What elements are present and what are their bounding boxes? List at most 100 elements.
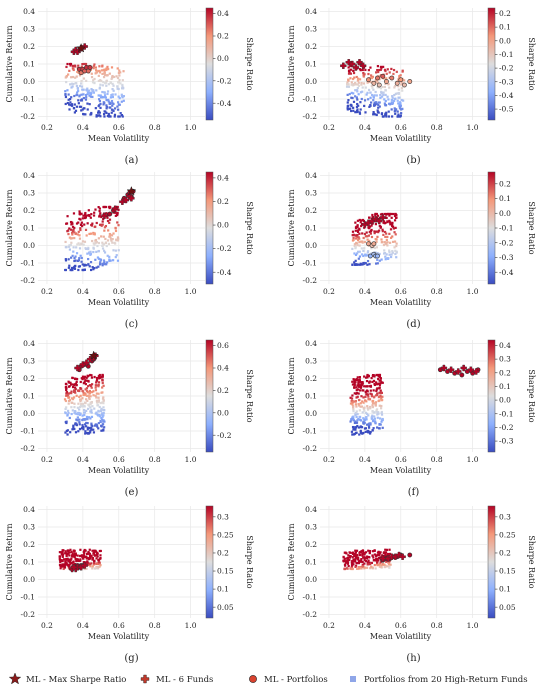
colorbar [205,7,214,121]
portfolio-point [71,428,74,431]
portfolio-point [393,93,396,97]
portfolio-point [114,249,117,252]
portfolio-point [109,96,112,99]
portfolio-point [366,81,369,84]
portfolio-point [371,404,374,407]
portfolio-point [114,255,117,259]
portfolio-point [353,261,356,264]
ml-6-funds-point [379,555,387,562]
portfolio-point [379,65,383,68]
portfolio-point [110,77,113,81]
portfolio-point [99,106,102,109]
portfolio-point [87,550,90,554]
portfolio-point [361,563,364,566]
portfolio-point [78,427,82,431]
portfolio-point [354,413,357,417]
portfolio-point [360,382,363,386]
portfolio-point [356,235,359,238]
portfolio-point [94,69,98,72]
portfolio-point [387,115,391,118]
portfolio-point [348,69,351,72]
portfolio-point [80,85,84,88]
portfolio-point [367,395,370,398]
portfolio-point [384,548,387,551]
portfolio-point [384,82,387,85]
portfolio-point [89,261,93,264]
portfolio-point [111,93,114,96]
portfolio-point [104,95,107,98]
portfolio-point [88,94,91,97]
portfolio-point [92,563,96,566]
ml-portfolio-point [375,75,380,81]
portfolio-point [69,268,72,272]
portfolio-point [98,373,101,377]
portfolio-point [69,244,72,247]
portfolio-point [82,112,85,116]
portfolio-point [397,113,400,116]
portfolio-point [395,256,398,259]
portfolio-point [378,423,381,426]
portfolio-point [349,396,352,399]
portfolio-point [105,104,108,107]
portfolio-point [93,561,96,565]
portfolio-point [390,216,393,219]
portfolio-point [122,95,126,98]
portfolio-point [116,259,120,262]
portfolio-point [117,115,120,118]
portfolio-point [101,412,104,415]
portfolio-point [66,89,69,92]
portfolio-point [375,388,378,391]
portfolio-point [364,427,368,430]
portfolio-point [103,91,106,94]
portfolio-point [92,428,95,431]
portfolio-point [401,107,404,110]
portfolio-point [351,433,354,436]
portfolio-point [79,213,82,216]
portfolio-point [97,237,100,240]
colorbar-tick-label: 0.3 [499,355,511,364]
portfolio-point [97,69,100,73]
portfolio-point [368,422,371,425]
portfolio-point [67,258,70,261]
x-tick-label: 0.2 [323,287,335,296]
portfolio-point [351,96,354,100]
portfolio-point [67,395,70,398]
portfolio-point [103,260,106,264]
portfolio-point [351,401,354,404]
portfolio-point [66,409,70,412]
portfolio-point [77,259,80,262]
y-axis-label: Cumulative Return [5,25,14,102]
y-tick-label: 0.4 [305,7,317,16]
portfolio-point [81,426,84,430]
portfolio-point [99,557,102,560]
portfolio-point [87,214,91,217]
portfolio-point [98,209,101,213]
portfolio-point [380,112,384,116]
cloud-points [58,548,102,571]
portfolio-point [388,86,391,89]
portfolio-point [358,378,361,381]
colorbar [205,339,214,453]
portfolio-point [87,396,91,399]
portfolio-point [89,395,92,398]
portfolio-point [105,68,108,72]
portfolio-point [106,92,109,96]
portfolio-point [69,62,73,66]
portfolio-point [351,230,355,233]
portfolio-point [94,225,97,228]
portfolio-point [112,259,115,262]
portfolio-point [397,91,400,95]
portfolio-point [99,401,102,405]
portfolio-point [64,90,67,93]
portfolio-point [78,243,81,246]
x-tick-label: 0.4 [77,455,89,464]
y-tick-label: 0.3 [23,357,35,366]
portfolio-point [116,239,120,242]
portfolio-point [362,396,365,399]
portfolio-point [386,244,389,247]
portfolio-point [101,72,104,76]
portfolio-point [114,229,118,233]
portfolio-point [91,567,94,570]
portfolio-point [396,99,399,102]
portfolio-point [361,381,364,384]
